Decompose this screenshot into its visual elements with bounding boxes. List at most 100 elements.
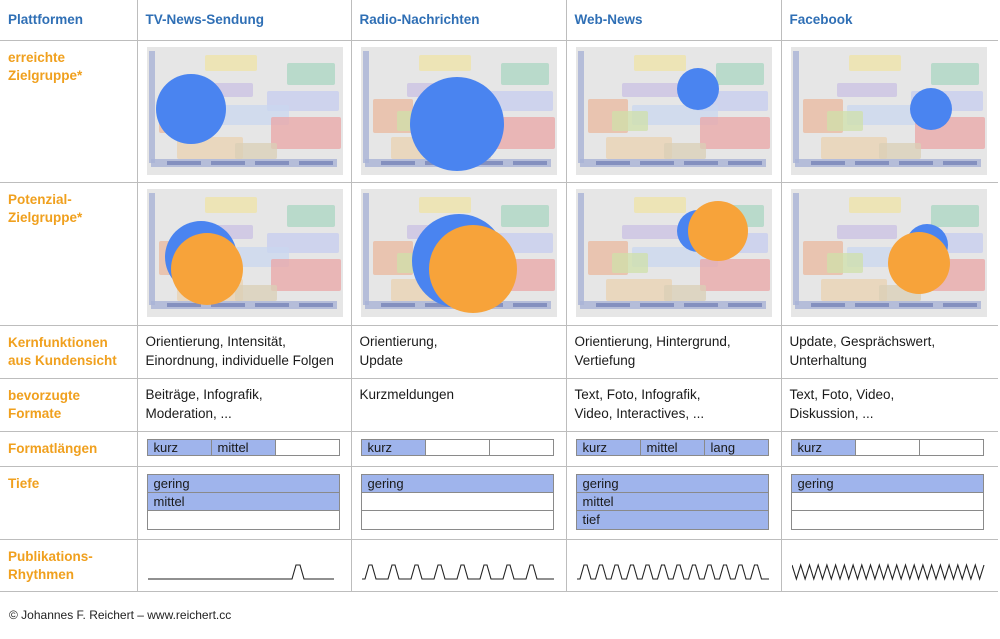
matrix-box	[836, 82, 897, 97]
matrix-box	[826, 252, 863, 273]
functions-tv-line2: Einordnung, individuelle Folgen	[145, 352, 334, 368]
functions-facebook-line1: Update, Gesprächswert,	[789, 333, 936, 349]
rhythm-tv	[136, 538, 352, 592]
potential-diagram-tv-svg	[146, 188, 343, 317]
functions-facebook-line2: Unterhaltung	[789, 352, 867, 368]
length-segment: lang	[704, 439, 768, 455]
formats-facebook-line2: Diskussion, ...	[789, 405, 874, 421]
lengths-row: Formatlängen kurz mittel kurz kurz mittel l…	[0, 430, 998, 467]
depth-level: mittel	[576, 492, 768, 511]
rhythm-radio-line	[361, 563, 554, 580]
depth-level: gering	[361, 474, 553, 493]
axis-tick	[810, 302, 845, 307]
depth-radio-box: gering	[360, 473, 554, 530]
reach-diagram-web-svg	[575, 46, 772, 175]
axis-tick	[166, 302, 201, 307]
axis-tick	[942, 302, 977, 307]
potential-diagram-web-svg	[575, 188, 772, 317]
formats-tv: Beiträge, Infografik, Moderation, ...	[136, 377, 352, 432]
axis-tick	[380, 160, 415, 165]
reach-row: erreichte Zielgruppe*	[0, 39, 998, 183]
formats-radio: Kurzmeldungen	[350, 377, 567, 432]
axis-tick	[683, 302, 718, 307]
matrix-box	[836, 224, 897, 239]
potential-audience-bubble	[170, 232, 243, 305]
header-corner: Plattformen	[0, 0, 138, 41]
potential-audience-bubble	[428, 224, 517, 313]
potential-diagram-facebook	[780, 181, 998, 326]
matrix-box	[663, 284, 706, 301]
axis-tick	[512, 302, 547, 307]
matrix-box	[878, 142, 921, 159]
matrix-box	[270, 258, 341, 291]
functions-tv-line1: Orientierung, Intensität,	[145, 333, 286, 349]
functions-radio-line1: Orientierung,	[359, 333, 438, 349]
axis-tick	[210, 160, 245, 165]
matrix-box	[930, 62, 979, 85]
rhythm-path	[576, 563, 769, 580]
length-segment: kurz	[791, 439, 856, 455]
depth-facebook: gering	[780, 465, 998, 540]
formats-web-line1: Text, Foto, Infografik,	[574, 386, 701, 402]
formats-radio-line1: Kurzmeldungen	[359, 386, 455, 402]
depth-level	[791, 493, 983, 511]
header-facebook: Facebook	[780, 0, 998, 41]
y-axis-band	[792, 50, 799, 163]
matrix-box	[621, 82, 682, 97]
axis-tick	[727, 302, 762, 307]
functions-facebook: Update, Gesprächswert, Unterhaltung	[780, 324, 998, 379]
matrix-box	[605, 136, 672, 159]
axis-tick	[898, 160, 933, 165]
axis-tick	[639, 302, 674, 307]
reached-audience-bubble	[155, 73, 226, 144]
axis-tick	[424, 302, 459, 307]
depth-level: gering	[147, 474, 339, 493]
matrix-box	[848, 196, 901, 213]
matrix-box	[820, 278, 887, 301]
axis-tick	[298, 302, 333, 307]
length-segment: kurz	[576, 439, 641, 455]
functions-web-line2: Vertiefung	[574, 352, 636, 368]
rhythm-facebook-line	[790, 562, 985, 581]
axis-tick	[595, 160, 630, 165]
matrix-box	[621, 224, 682, 239]
depth-level	[361, 493, 553, 511]
potential-audience-bubble	[887, 231, 950, 294]
lengths-radio: kurz	[350, 430, 567, 467]
header-radio: Radio-Nachrichten	[350, 0, 567, 41]
length-segment	[276, 440, 339, 455]
matrix-box	[699, 258, 770, 291]
matrix-box	[826, 110, 863, 131]
axis-tick	[727, 160, 762, 165]
lengths-facebook: kurz	[780, 430, 998, 467]
formats-tv-line1: Beiträge, Infografik,	[145, 386, 263, 402]
rhythm-tv-line	[147, 563, 334, 580]
row-label-lengths: Formatlängen	[0, 430, 138, 467]
potential-diagram-radio-svg	[360, 188, 557, 317]
row-label-depth: Tiefe	[0, 465, 138, 540]
lengths-web-bar: kurz mittel lang	[575, 438, 769, 456]
axis-tick	[595, 302, 630, 307]
header-row: Plattformen TV-News-Sendung Radio-Nachri…	[0, 0, 998, 41]
matrix-box	[500, 62, 549, 85]
reach-diagram-web	[565, 39, 782, 183]
length-segment	[856, 439, 920, 455]
lengths-tv-bar: kurz mittel	[146, 438, 340, 456]
formats-facebook: Text, Foto, Video, Diskussion, ...	[780, 377, 998, 432]
matrix-box	[204, 196, 257, 213]
depth-facebook-box: gering	[790, 473, 984, 530]
reach-diagram-tv	[136, 39, 352, 183]
depth-level: gering	[791, 474, 983, 493]
matrix-box	[715, 62, 764, 85]
formats-facebook-line1: Text, Foto, Video,	[789, 386, 895, 402]
depth-web-box: gering mittel tief	[575, 473, 769, 530]
axis-tick	[512, 160, 547, 165]
rhythm-facebook	[780, 538, 998, 592]
axis-tick	[254, 160, 289, 165]
y-axis-band	[362, 50, 369, 163]
lengths-facebook-bar: kurz	[790, 438, 984, 456]
depth-radio: gering	[350, 465, 567, 540]
axis-tick	[639, 160, 674, 165]
reach-diagram-radio	[350, 39, 567, 183]
y-axis-band	[577, 192, 584, 305]
